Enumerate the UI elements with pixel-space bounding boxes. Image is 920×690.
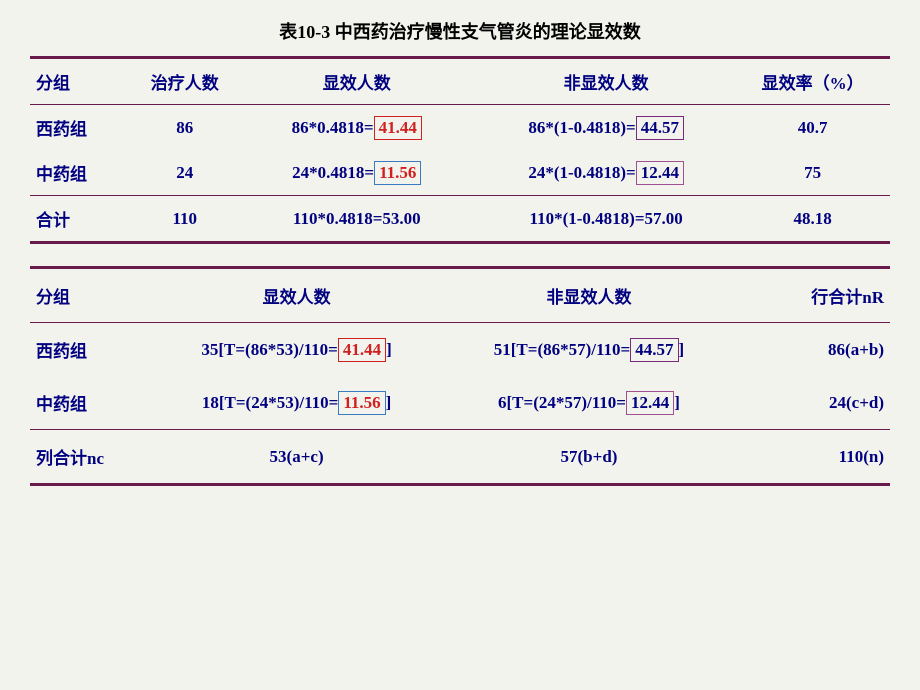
t1-h1: 治疗人数 [133,59,236,105]
t2-total-noneff: 57(b+d) [443,430,735,485]
t2-total-row: 列合计nc 53(a+c) 57(b+d) 110(n) [30,430,890,485]
t1-r0-eff: 86*0.4818=41.44 [236,105,477,150]
t1-total-noneff: 110*(1-0.4818)=57.00 [477,196,735,243]
t1-r1-eff-box: 11.56 [374,161,421,185]
t2-row-0: 西药组 35[T=(86*53)/110=41.44] 51[T=(86*57)… [30,323,890,376]
t1-r1-rate: 75 [735,150,890,196]
t2-r0-rowtotal: 86(a+b) [735,323,890,376]
t1-total-row: 合计 110 110*0.4818=53.00 110*(1-0.4818)=5… [30,196,890,243]
t1-total-eff: 110*0.4818=53.00 [236,196,477,243]
t1-r1-n: 24 [133,150,236,196]
t1-h4: 显效率（%） [735,59,890,105]
t1-r0-rate: 40.7 [735,105,890,150]
t1-r0-group: 西药组 [30,105,133,150]
t2-r0-noneff: 51[T=(86*57)/110=44.57] [443,323,735,376]
t2-r1-noneff-box: 12.44 [626,391,674,415]
t1-row-0: 西药组 86 86*0.4818=41.44 86*(1-0.4818)=44.… [30,105,890,150]
t2-r1-noneff: 6[T=(24*57)/110=12.44] [443,376,735,430]
t1-total-rate: 48.18 [735,196,890,243]
t2-total-group: 列合计nc [30,430,150,485]
t2-row-1: 中药组 18[T=(24*53)/110=11.56] 6[T=(24*57)/… [30,376,890,430]
t1-r0-noneff-box: 44.57 [636,116,684,140]
t2-r0-eff-box: 41.44 [338,338,386,362]
t1-r1-noneff: 24*(1-0.4818)=12.44 [477,150,735,196]
table-1: 分组 治疗人数 显效人数 非显效人数 显效率（%） 西药组 86 86*0.48… [30,56,890,244]
t2-r1-group: 中药组 [30,376,150,430]
t1-r1-group: 中药组 [30,150,133,196]
t2-r0-noneff-box: 44.57 [630,338,678,362]
table-1-header-row: 分组 治疗人数 显效人数 非显效人数 显效率（%） [30,59,890,105]
t1-h0: 分组 [30,59,133,105]
t1-r0-eff-box: 41.44 [374,116,422,140]
t2-h1: 显效人数 [150,269,442,323]
t2-h0: 分组 [30,269,150,323]
t2-r1-rowtotal: 24(c+d) [735,376,890,430]
t2-total-rowtotal: 110(n) [735,430,890,485]
page-title: 表10-3 中西药治疗慢性支气管炎的理论显效数 [30,18,890,44]
t2-r0-group: 西药组 [30,323,150,376]
t1-total-n: 110 [133,196,236,243]
t1-row-1: 中药组 24 24*0.4818=11.56 24*(1-0.4818)=12.… [30,150,890,196]
t1-r0-n: 86 [133,105,236,150]
t1-total-group: 合计 [30,196,133,243]
table-2-header-row: 分组 显效人数 非显效人数 行合计nR [30,269,890,323]
t1-r1-noneff-box: 12.44 [636,161,684,185]
t2-h3: 行合计nR [735,269,890,323]
t1-r0-noneff: 86*(1-0.4818)=44.57 [477,105,735,150]
table-2: 分组 显效人数 非显效人数 行合计nR 西药组 35[T=(86*53)/110… [30,266,890,486]
t2-r1-eff-box: 11.56 [338,391,385,415]
t1-h3: 非显效人数 [477,59,735,105]
t1-h2: 显效人数 [236,59,477,105]
t2-r0-eff: 35[T=(86*53)/110=41.44] [150,323,442,376]
t1-r1-eff: 24*0.4818=11.56 [236,150,477,196]
t2-r1-eff: 18[T=(24*53)/110=11.56] [150,376,442,430]
t2-h2: 非显效人数 [443,269,735,323]
t2-total-eff: 53(a+c) [150,430,442,485]
